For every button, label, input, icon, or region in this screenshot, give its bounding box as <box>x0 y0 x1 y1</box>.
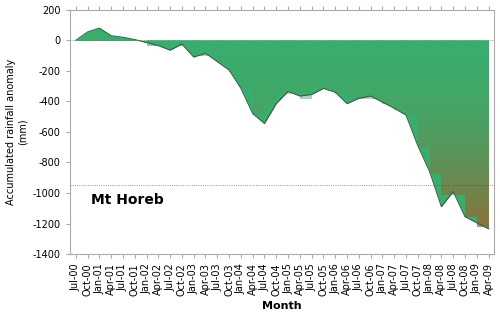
Y-axis label: Accumulated rainfall anomaly
(mm): Accumulated rainfall anomaly (mm) <box>6 59 27 205</box>
X-axis label: Month: Month <box>262 301 302 311</box>
Text: Mt Horeb: Mt Horeb <box>91 193 164 207</box>
